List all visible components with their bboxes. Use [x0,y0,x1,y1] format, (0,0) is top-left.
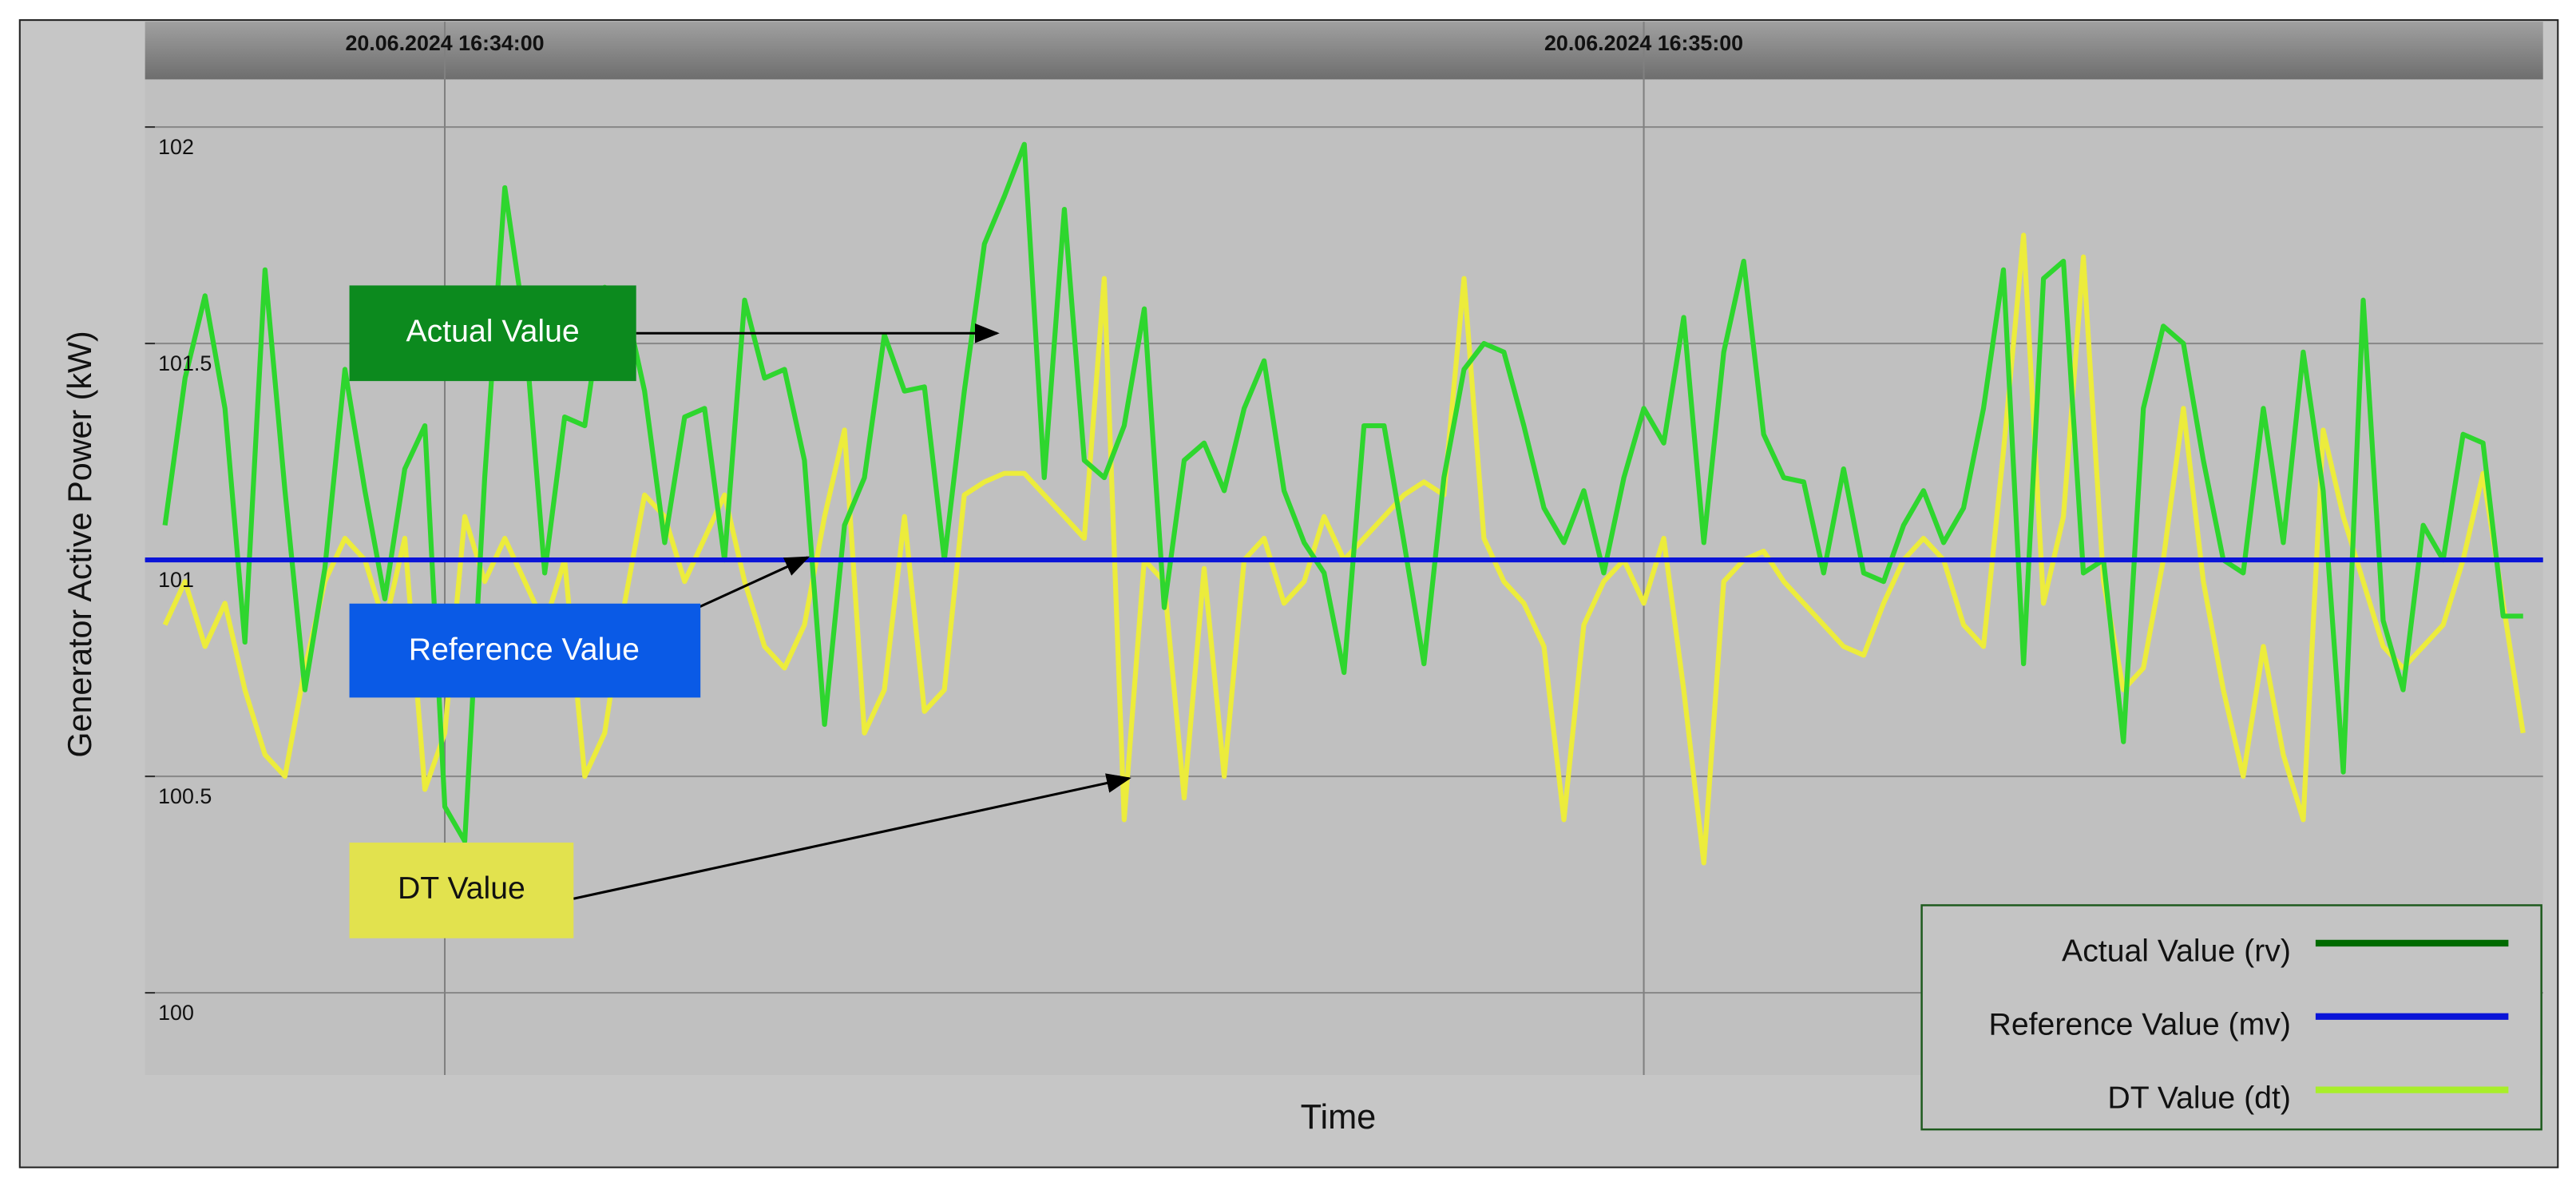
annotation-box [349,843,574,938]
series-line [162,141,2523,844]
annotation-arrow [573,773,1131,900]
annotation-text: Actual Value [406,315,580,349]
annotation-box [349,285,636,382]
legend: Actual Value (rv) Reference Value (mv) DT … [1920,904,2542,1131]
x-axis-label: Time [1301,1098,1377,1136]
series-lines [145,141,2543,866]
annotation-text: Reference Value [409,633,640,667]
y-tick-label: 100.5 [158,784,212,808]
annotation-text: DT Value [398,871,525,906]
legend-label: DT Value (dt) [2107,1081,2291,1115]
y-tick-label: 100 [158,1001,194,1025]
y-tick-label: 101 [158,568,194,592]
legend-label: Reference Value (mv) [1989,1008,2291,1042]
y-tick-label: 101.5 [158,351,212,375]
time-axis-bar [145,22,2543,80]
x-tick-label: 20.06.2024 16:34:00 [345,31,544,55]
annotation: DT Value [349,773,1131,938]
y-axis-label: Generator Active Power (kW) [61,331,98,757]
legend-label: Actual Value (rv) [2062,934,2291,969]
x-tick-label: 20.06.2024 16:35:00 [1544,31,1743,55]
annotation-arrow [692,556,810,612]
annotation-box [349,603,701,698]
annotation: Reference Value [349,556,810,698]
y-tick-label: 102 [158,135,194,159]
annotation: Actual Value [349,285,1000,382]
